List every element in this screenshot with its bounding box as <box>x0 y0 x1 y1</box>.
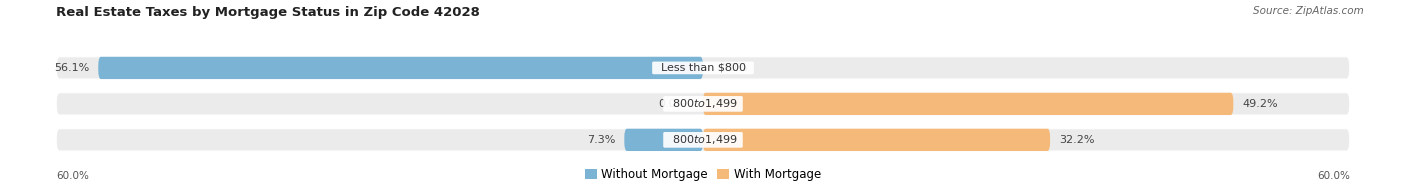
Text: 60.0%: 60.0% <box>1317 171 1350 181</box>
FancyBboxPatch shape <box>98 57 703 79</box>
Text: 7.3%: 7.3% <box>588 135 616 145</box>
Text: Source: ZipAtlas.com: Source: ZipAtlas.com <box>1253 6 1364 16</box>
Legend: Without Mortgage, With Mortgage: Without Mortgage, With Mortgage <box>581 164 825 186</box>
Text: Real Estate Taxes by Mortgage Status in Zip Code 42028: Real Estate Taxes by Mortgage Status in … <box>56 6 479 19</box>
FancyBboxPatch shape <box>56 57 1350 79</box>
Text: $800 to $1,499: $800 to $1,499 <box>665 133 741 146</box>
FancyBboxPatch shape <box>703 93 1233 115</box>
Text: Less than $800: Less than $800 <box>654 63 752 73</box>
FancyBboxPatch shape <box>624 129 703 151</box>
Text: 56.1%: 56.1% <box>55 63 90 73</box>
FancyBboxPatch shape <box>703 129 1050 151</box>
FancyBboxPatch shape <box>56 129 1350 151</box>
Text: 49.2%: 49.2% <box>1241 99 1278 109</box>
Text: 60.0%: 60.0% <box>56 171 89 181</box>
Text: 0.0%: 0.0% <box>720 63 748 73</box>
Text: 0.0%: 0.0% <box>658 99 688 109</box>
Text: $800 to $1,499: $800 to $1,499 <box>665 97 741 110</box>
Text: 32.2%: 32.2% <box>1059 135 1094 145</box>
FancyBboxPatch shape <box>56 93 1350 115</box>
